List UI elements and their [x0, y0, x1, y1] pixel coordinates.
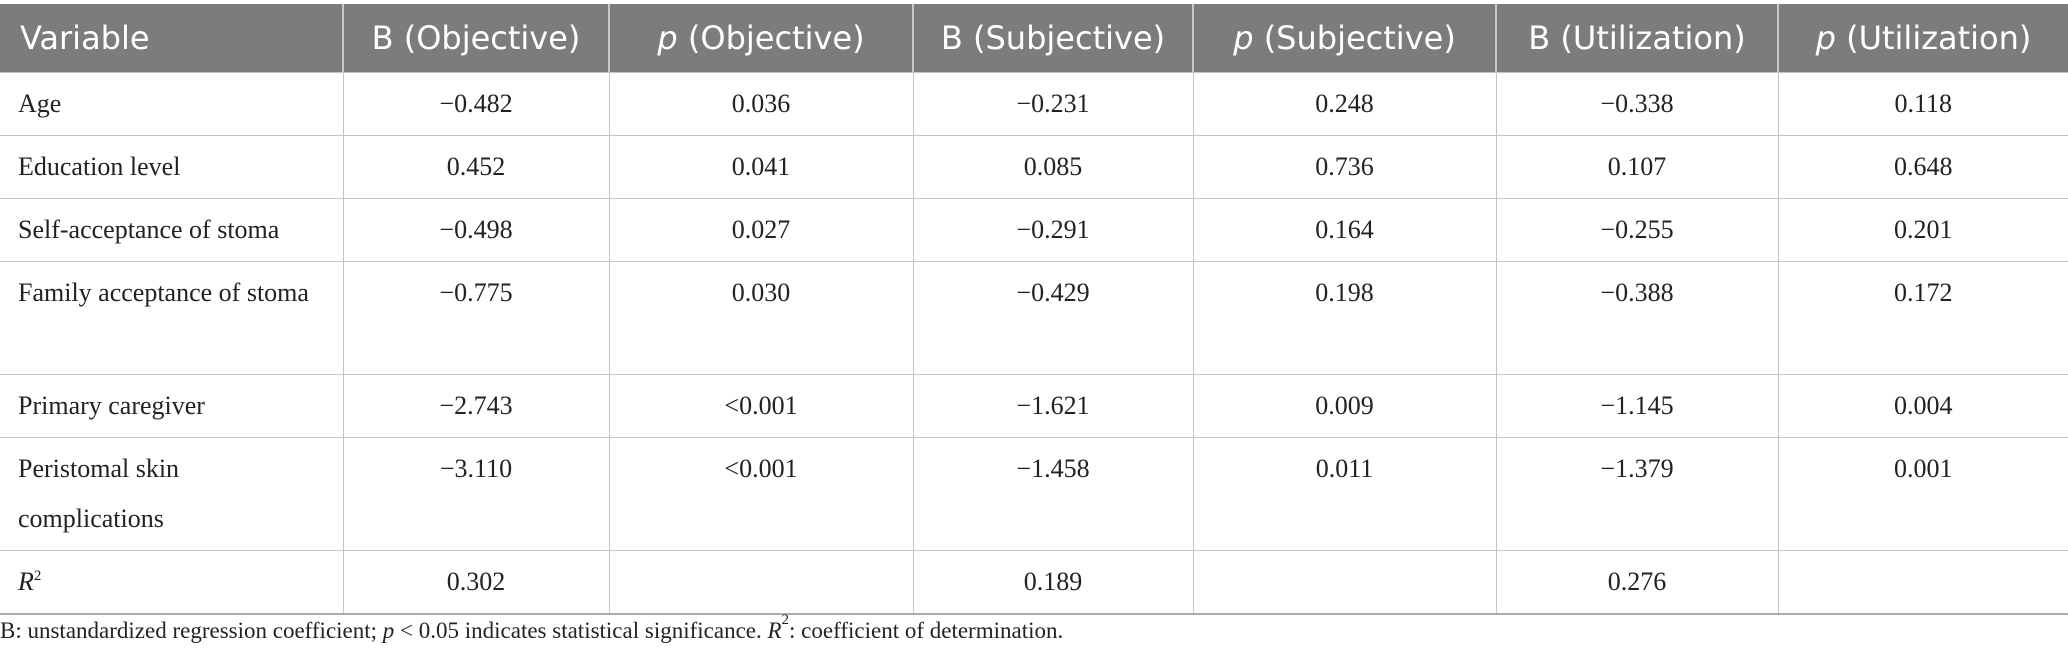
- header-p-subjective: p (Subjective): [1193, 4, 1497, 73]
- cell-p-utilization: [1777, 550, 2068, 615]
- cell-p-subjective: 0.009: [1192, 374, 1497, 438]
- cell-p-subjective: [1192, 550, 1497, 615]
- cell-b-utilization: −0.255: [1495, 198, 1779, 262]
- r-squared-row: R2 0.302 0.189 0.276: [0, 550, 2068, 615]
- table-row: Self-acceptance of stoma −0.498 0.027 −0…: [0, 198, 2068, 262]
- cell-b-utilization: 0.276: [1495, 550, 1779, 615]
- cell-p-subjective: 0.248: [1192, 72, 1497, 136]
- cell-b-objective: 0.302: [342, 550, 610, 615]
- cell-b-objective: −0.775: [342, 261, 610, 375]
- row-label: Age: [0, 72, 344, 136]
- row-label: Peristomal skin complications: [0, 437, 344, 551]
- cell-b-objective: −0.482: [342, 72, 610, 136]
- header-row: Variable B (Objective) p (Objective) B (…: [0, 4, 2068, 73]
- cell-p-utilization: 0.201: [1777, 198, 2068, 262]
- cell-b-objective: −3.110: [342, 437, 610, 551]
- row-label: Family acceptance of stoma: [0, 261, 344, 375]
- table-row: Age −0.482 0.036 −0.231 0.248 −0.338 0.1…: [0, 72, 2068, 136]
- cell-b-subjective: −0.291: [912, 198, 1194, 262]
- cell-b-objective: −2.743: [342, 374, 610, 438]
- cell-p-subjective: 0.198: [1192, 261, 1497, 375]
- cell-p-utilization: 0.118: [1777, 72, 2068, 136]
- table-footnote: B: unstandardized regression coefficient…: [0, 612, 1064, 643]
- cell-b-utilization: −0.388: [1495, 261, 1779, 375]
- cell-p-objective: 0.030: [608, 261, 914, 375]
- cell-p-subjective: 0.164: [1192, 198, 1497, 262]
- cell-b-utilization: −1.379: [1495, 437, 1779, 551]
- header-p-utilization: p (Utilization): [1778, 4, 2068, 73]
- row-label: R2: [0, 550, 344, 615]
- cell-b-subjective: −1.458: [912, 437, 1194, 551]
- cell-p-objective: <0.001: [608, 437, 914, 551]
- header-b-subjective: B (Subjective): [913, 4, 1194, 73]
- cell-p-utilization: 0.004: [1777, 374, 2068, 438]
- cell-p-utilization: 0.648: [1777, 135, 2068, 199]
- regression-table: Variable B (Objective) p (Objective) B (…: [0, 4, 2068, 615]
- cell-b-utilization: −1.145: [1495, 374, 1779, 438]
- header-b-objective: B (Objective): [343, 4, 610, 73]
- cell-b-objective: −0.498: [342, 198, 610, 262]
- cell-b-utilization: 0.107: [1495, 135, 1779, 199]
- cell-b-subjective: −0.429: [912, 261, 1194, 375]
- table-row: Primary caregiver −2.743 <0.001 −1.621 0…: [0, 374, 2068, 438]
- row-label: Primary caregiver: [0, 374, 344, 438]
- cell-p-objective: 0.041: [608, 135, 914, 199]
- cell-b-subjective: 0.189: [912, 550, 1194, 615]
- table-row: Peristomal skin complications −3.110 <0.…: [0, 437, 2068, 551]
- cell-b-subjective: −1.621: [912, 374, 1194, 438]
- cell-b-subjective: 0.085: [912, 135, 1194, 199]
- table-row: Education level 0.452 0.041 0.085 0.736 …: [0, 135, 2068, 199]
- header-b-utilization: B (Utilization): [1496, 4, 1779, 73]
- table-row: Family acceptance of stoma −0.775 0.030 …: [0, 261, 2068, 375]
- cell-p-objective: <0.001: [608, 374, 914, 438]
- cell-b-utilization: −0.338: [1495, 72, 1779, 136]
- cell-p-objective: 0.036: [608, 72, 914, 136]
- cell-p-utilization: 0.001: [1777, 437, 2068, 551]
- cell-p-subjective: 0.011: [1192, 437, 1497, 551]
- cell-b-objective: 0.452: [342, 135, 610, 199]
- cell-b-subjective: −0.231: [912, 72, 1194, 136]
- header-variable: Variable: [0, 4, 344, 73]
- cell-p-objective: 0.027: [608, 198, 914, 262]
- header-p-objective: p (Objective): [609, 4, 914, 73]
- cell-p-subjective: 0.736: [1192, 135, 1497, 199]
- cell-p-utilization: 0.172: [1777, 261, 2068, 375]
- row-label: Education level: [0, 135, 344, 199]
- cell-p-objective: [608, 550, 914, 615]
- row-label: Self-acceptance of stoma: [0, 198, 344, 262]
